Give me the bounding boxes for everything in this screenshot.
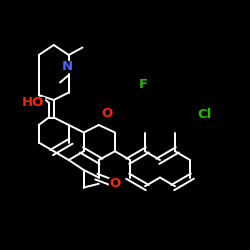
- Bar: [62, 60, 73, 72]
- Bar: [21, 97, 44, 108]
- Bar: [110, 178, 120, 190]
- Text: Cl: Cl: [198, 108, 212, 122]
- Bar: [102, 108, 113, 119]
- Text: F: F: [139, 78, 148, 92]
- Text: O: O: [110, 177, 120, 190]
- Bar: [194, 109, 216, 120]
- Text: HO: HO: [21, 96, 44, 109]
- Text: O: O: [102, 107, 113, 120]
- Text: N: N: [62, 60, 73, 73]
- Bar: [138, 79, 149, 90]
